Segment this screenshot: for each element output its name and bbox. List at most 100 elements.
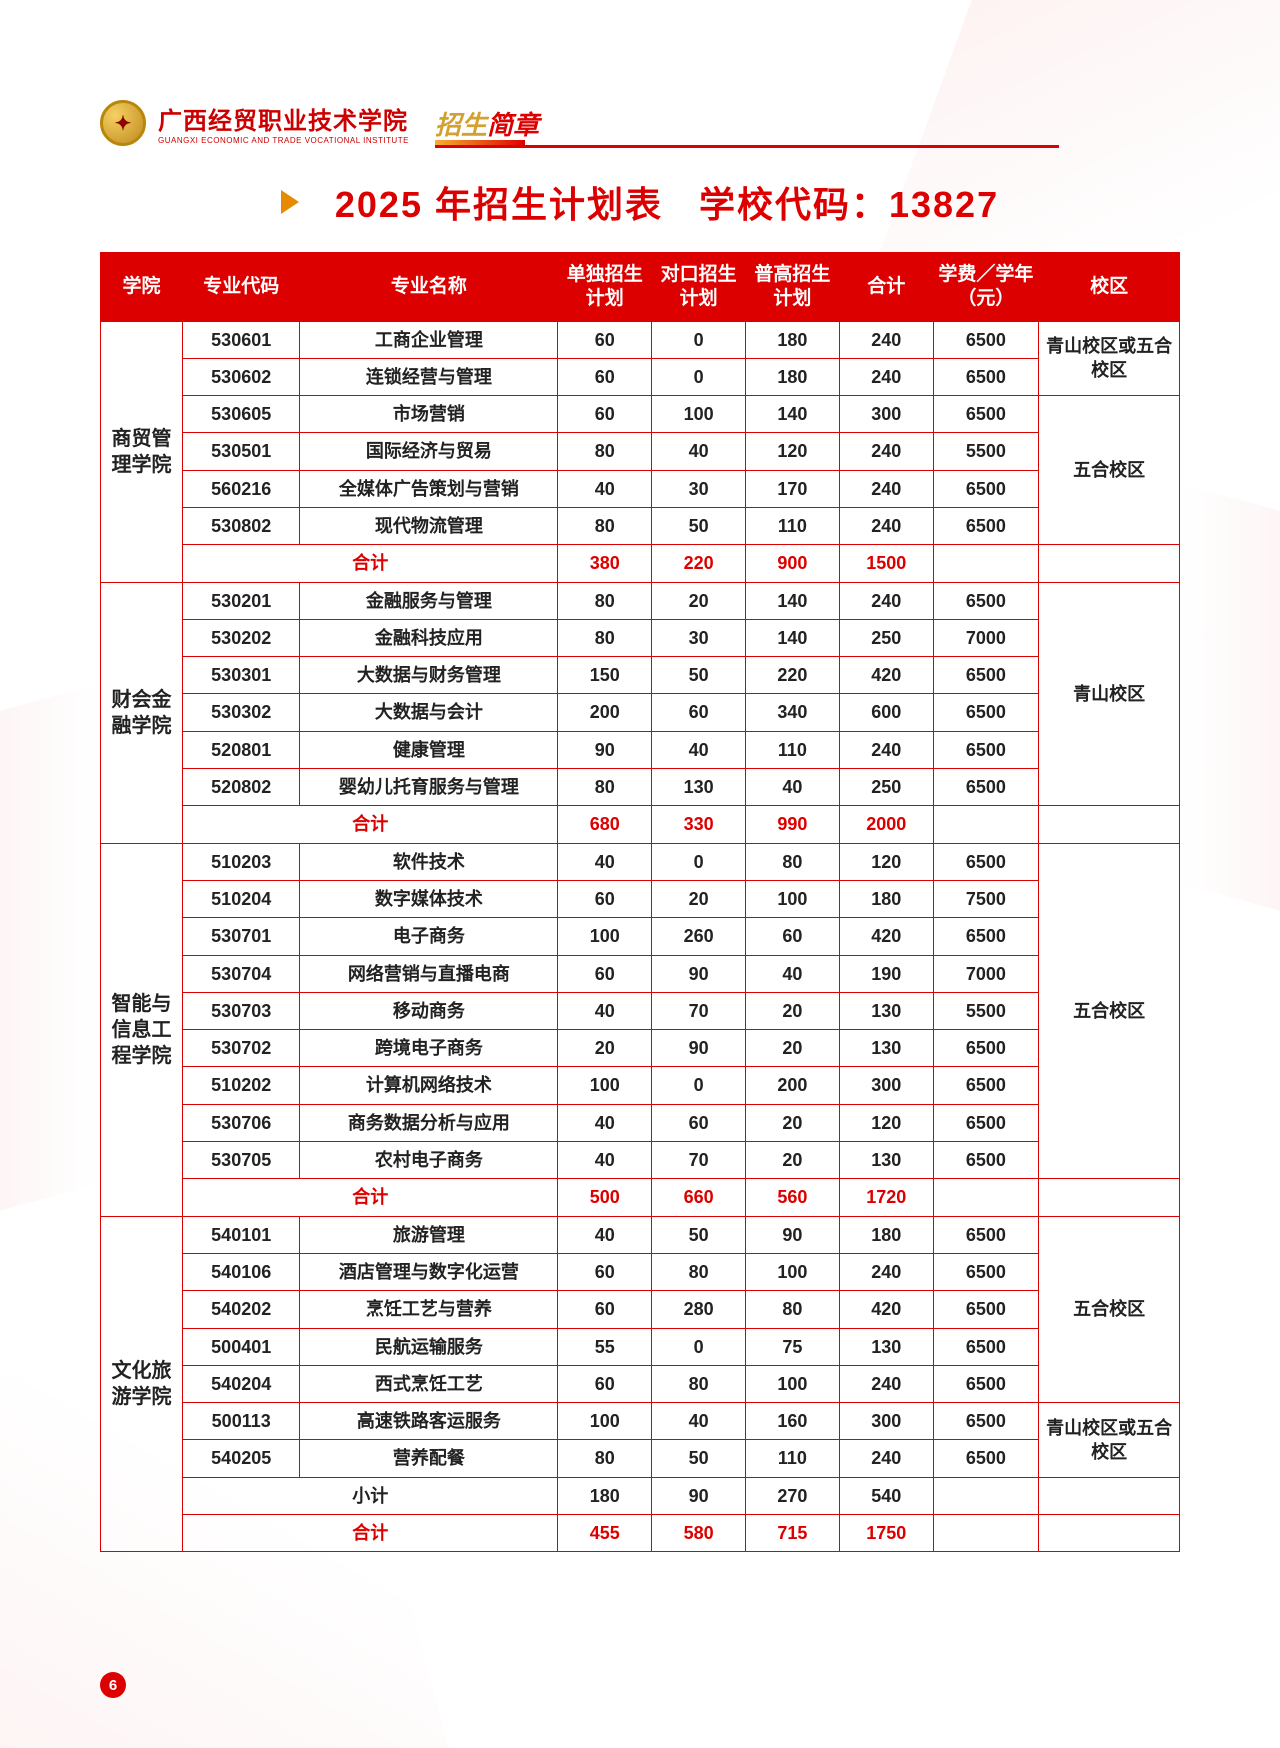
cell-b: 130 [652, 769, 746, 806]
cell-a: 60 [558, 880, 652, 917]
cell-b: 90 [652, 1030, 746, 1067]
cell-code: 530201 [183, 582, 300, 619]
table-row: 520802婴幼儿托育服务与管理80130402506500 [101, 769, 1180, 806]
cell-t: 300 [839, 1067, 933, 1104]
cell-c: 100 [746, 1253, 840, 1290]
cell-a: 80 [558, 1440, 652, 1477]
cell-t: 300 [839, 396, 933, 433]
total-t: 2000 [839, 806, 933, 843]
cell-c: 160 [746, 1403, 840, 1440]
campus-cell: 五合校区 [1039, 1216, 1180, 1402]
cell-name: 软件技术 [300, 843, 558, 880]
cell-t: 600 [839, 694, 933, 731]
total-t: 1720 [839, 1179, 933, 1216]
total-a: 500 [558, 1179, 652, 1216]
total-b: 580 [652, 1515, 746, 1552]
cell-c: 80 [746, 1291, 840, 1328]
cell-c: 110 [746, 731, 840, 768]
cell-code: 510202 [183, 1067, 300, 1104]
cell-c: 20 [746, 1142, 840, 1179]
cell-a: 40 [558, 843, 652, 880]
subtotal-b: 90 [652, 1477, 746, 1514]
total-t: 1500 [839, 545, 933, 582]
cell-fee: 6500 [933, 1365, 1039, 1402]
cell-a: 60 [558, 1291, 652, 1328]
cell-b: 0 [652, 321, 746, 358]
cell-a: 40 [558, 1104, 652, 1141]
cell-name: 烹饪工艺与营养 [300, 1291, 558, 1328]
cell-fee: 7000 [933, 955, 1039, 992]
cell-a: 40 [558, 992, 652, 1029]
cell-t: 130 [839, 1030, 933, 1067]
cell-a: 40 [558, 1216, 652, 1253]
cell-a: 60 [558, 1253, 652, 1290]
college-cell: 文化旅游学院 [101, 1216, 183, 1552]
subtotal-t: 540 [839, 1477, 933, 1514]
cell-code: 500401 [183, 1328, 300, 1365]
cell-name: 大数据与财务管理 [300, 657, 558, 694]
table-row: 智能与信息工程学院510203软件技术400801206500五合校区 [101, 843, 1180, 880]
cell-b: 50 [652, 657, 746, 694]
cell-b: 0 [652, 843, 746, 880]
cell-name: 国际经济与贸易 [300, 433, 558, 470]
cell-t: 240 [839, 1253, 933, 1290]
cell-t: 240 [839, 731, 933, 768]
cell-name: 大数据与会计 [300, 694, 558, 731]
school-logo-icon: ✦ [100, 100, 146, 146]
cell-code: 510204 [183, 880, 300, 917]
th-fee: 学费／学年（元） [933, 253, 1039, 322]
cell-c: 75 [746, 1328, 840, 1365]
title-schoolcode: 学校代码：13827 [699, 176, 999, 228]
school-name-block: 广西经贸职业技术学院 GUANGXI ECONOMIC AND TRADE VO… [158, 101, 409, 145]
cell-fee: 6500 [933, 1253, 1039, 1290]
cell-a: 60 [558, 1365, 652, 1402]
cell-a: 60 [558, 321, 652, 358]
cell-code: 540106 [183, 1253, 300, 1290]
cell-b: 20 [652, 582, 746, 619]
page: ✦ 广西经贸职业技术学院 GUANGXI ECONOMIC AND TRADE … [0, 0, 1280, 1748]
cell-code: 530302 [183, 694, 300, 731]
total-b: 220 [652, 545, 746, 582]
cell-b: 280 [652, 1291, 746, 1328]
cell-t: 240 [839, 507, 933, 544]
cell-code: 520802 [183, 769, 300, 806]
cell-fee: 6500 [933, 470, 1039, 507]
table-row: 530704网络营销与直播电商6090401907000 [101, 955, 1180, 992]
table-row: 530605市场营销601001403006500五合校区 [101, 396, 1180, 433]
cell-b: 60 [652, 1104, 746, 1141]
cell-b: 40 [652, 1403, 746, 1440]
cell-fee: 6500 [933, 582, 1039, 619]
cell-code: 530301 [183, 657, 300, 694]
cell-name: 金融服务与管理 [300, 582, 558, 619]
table-row: 530202金融科技应用80301402507000 [101, 619, 1180, 656]
page-number: 6 [100, 1672, 126, 1698]
cell-c: 80 [746, 843, 840, 880]
table-row: 540205营养配餐80501102406500 [101, 1440, 1180, 1477]
cell-a: 80 [558, 582, 652, 619]
campus-cell: 青山校区或五合校区 [1039, 1403, 1180, 1478]
cell-c: 100 [746, 1365, 840, 1402]
empty-cell [933, 545, 1039, 582]
cell-code: 540204 [183, 1365, 300, 1402]
cell-name: 旅游管理 [300, 1216, 558, 1253]
empty-cell [933, 806, 1039, 843]
cell-b: 50 [652, 1440, 746, 1477]
cell-c: 120 [746, 433, 840, 470]
cell-code: 530601 [183, 321, 300, 358]
total-a: 455 [558, 1515, 652, 1552]
total-label: 合计 [183, 806, 558, 843]
school-name-en: GUANGXI ECONOMIC AND TRADE VOCATIONAL IN… [158, 136, 409, 145]
cell-b: 80 [652, 1365, 746, 1402]
table-row: 商贸管理学院530601工商企业管理6001802406500青山校区或五合校区 [101, 321, 1180, 358]
cell-fee: 7000 [933, 619, 1039, 656]
table-row: 500113高速铁路客运服务100401603006500青山校区或五合校区 [101, 1403, 1180, 1440]
cell-name: 高速铁路客运服务 [300, 1403, 558, 1440]
cell-fee: 6500 [933, 1328, 1039, 1365]
cell-b: 60 [652, 694, 746, 731]
cell-b: 0 [652, 1328, 746, 1365]
cell-name: 网络营销与直播电商 [300, 955, 558, 992]
cell-a: 40 [558, 470, 652, 507]
subtotal-a: 180 [558, 1477, 652, 1514]
cell-fee: 6500 [933, 507, 1039, 544]
cell-fee: 6500 [933, 918, 1039, 955]
